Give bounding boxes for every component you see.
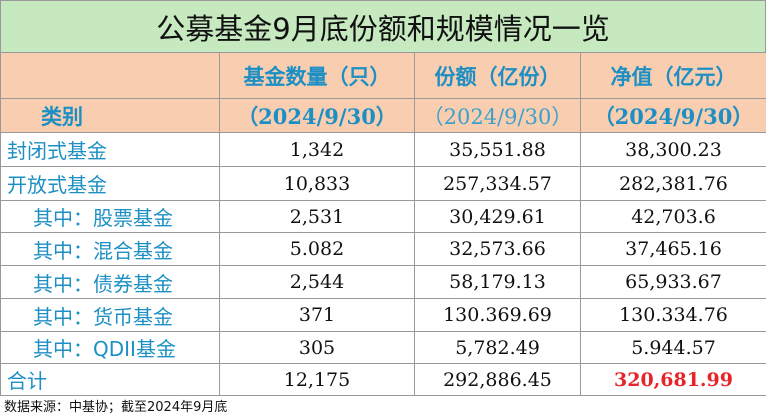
- header-corner: [1, 53, 220, 99]
- header-row: 基金数量（只）份额（亿份）净值（亿元）: [1, 53, 766, 99]
- cell-value: 371: [220, 299, 415, 332]
- cell-value: 35,551.88: [415, 133, 581, 167]
- column-date: （2024/9/30）: [220, 99, 415, 133]
- cell-value: 58,179.13: [415, 266, 581, 299]
- cell-value: 320,681.99: [581, 364, 766, 396]
- column-header: 份额（亿份）: [415, 53, 581, 99]
- row-label: 开放式基金: [1, 167, 220, 201]
- cell-value: 42,703.6: [581, 201, 766, 233]
- cell-value: 305: [220, 332, 415, 364]
- cell-value: 2,531: [220, 201, 415, 233]
- row-label: 封闭式基金: [1, 133, 220, 167]
- row-label: 其中：债券基金: [1, 266, 220, 299]
- cell-value: 37,465.16: [581, 233, 766, 266]
- table-title: 公募基金9月底份额和规模情况一览: [0, 0, 766, 53]
- cell-value: 130.334.76: [581, 299, 766, 332]
- cell-value: 1,342: [220, 133, 415, 167]
- cell-value: 12,175: [220, 364, 415, 396]
- column-header: 基金数量（只）: [220, 53, 415, 99]
- column-header: 净值（亿元）: [581, 53, 766, 99]
- cell-value: 257,334.57: [415, 167, 581, 201]
- data-table: 基金数量（只）份额（亿份）净值（亿元）类别（2024/9/30）（2024/9/…: [0, 52, 766, 396]
- cell-value: 30,429.61: [415, 201, 581, 233]
- row-label: 其中：货币基金: [1, 299, 220, 332]
- cell-value: 2,544: [220, 266, 415, 299]
- cell-value: 292,886.45: [415, 364, 581, 396]
- cell-value: 65,933.67: [581, 266, 766, 299]
- row-label: 其中：QDII基金: [1, 332, 220, 364]
- row-label: 其中：股票基金: [1, 201, 220, 233]
- cell-value: 5.082: [220, 233, 415, 266]
- cell-value: 282,381.76: [581, 167, 766, 201]
- row-label: 合计: [1, 364, 220, 396]
- row-label: 其中：混合基金: [1, 233, 220, 266]
- source-note: 数据来源：中基协；截至2024年9月底: [4, 396, 227, 415]
- column-date: （2024/9/30）: [415, 99, 581, 133]
- cell-value: 5,782.49: [415, 332, 581, 364]
- cell-value: 130.369.69: [415, 299, 581, 332]
- header-row: 类别（2024/9/30）（2024/9/30）（2024/9/30）: [1, 99, 766, 133]
- cell-value: 32,573.66: [415, 233, 581, 266]
- cell-value: 38,300.23: [581, 133, 766, 167]
- column-date: （2024/9/30）: [581, 99, 766, 133]
- corner-label: 类别: [1, 99, 220, 133]
- cell-value: 5.944.57: [581, 332, 766, 364]
- cell-value: 10,833: [220, 167, 415, 201]
